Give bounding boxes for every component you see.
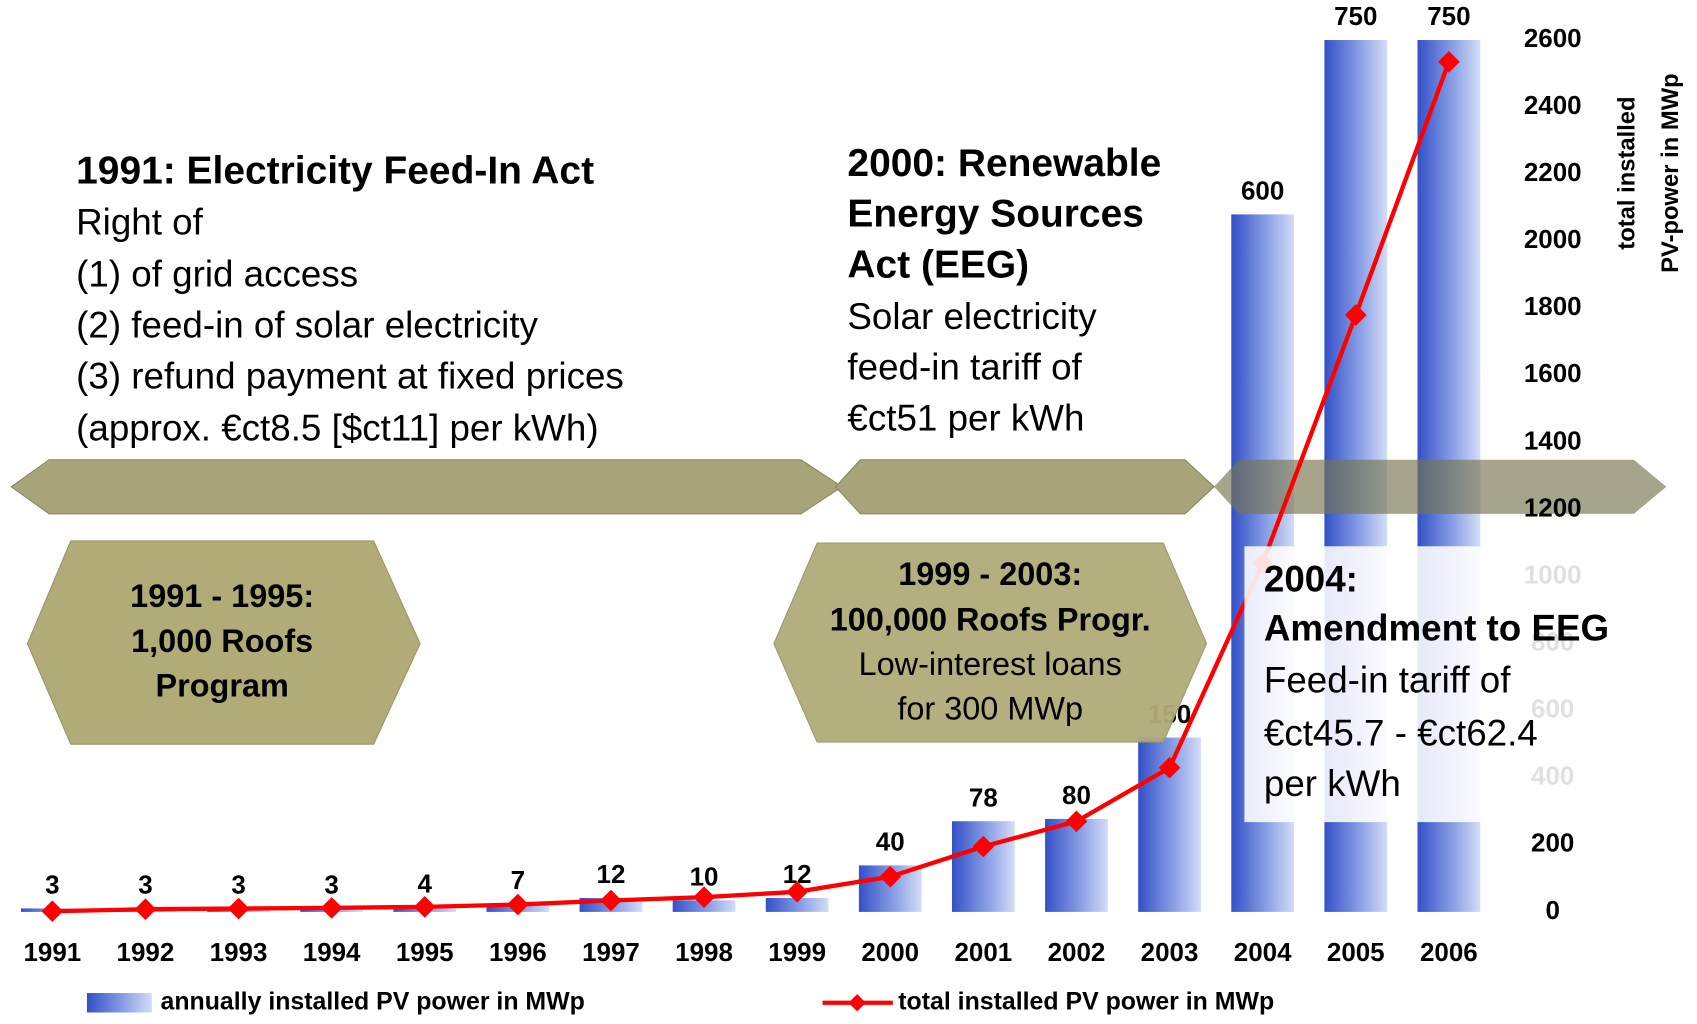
x-tick-label: 1998 — [675, 937, 733, 967]
y2-tick-label: 1600 — [1524, 358, 1582, 388]
annotation-text: feed-in tariff of — [847, 347, 1082, 388]
line — [52, 61, 1451, 914]
x-tick-label: 2002 — [1048, 937, 1106, 967]
x-tick-label: 1995 — [396, 937, 454, 967]
line-marker — [507, 893, 529, 916]
x-tick-label: 2003 — [1141, 937, 1199, 967]
annotation-text: (approx. €ct8.5 [$ct11] per kWh) — [76, 407, 598, 448]
y2-tick-label: 1200 — [1524, 492, 1582, 522]
bar-value-label: 40 — [876, 827, 905, 857]
y2-tick-label: 2200 — [1524, 157, 1582, 187]
program-hexagon — [26, 540, 421, 745]
y2-tick-label: 2400 — [1524, 90, 1582, 120]
annotation-text: Feed-in tariff of — [1264, 659, 1511, 700]
y2-tick-label: 2600 — [1524, 23, 1582, 53]
program-hexagon — [773, 542, 1208, 743]
line-marker — [41, 900, 64, 923]
annotation-title: 1991 - 1995: — [130, 578, 314, 614]
x-tick-label: 1996 — [489, 937, 547, 967]
bar-value-label: 750 — [1427, 1, 1470, 31]
y2-tick-label: 200 — [1531, 828, 1574, 858]
line-marker — [320, 897, 343, 919]
line-marker — [134, 898, 157, 921]
bar-value-label: 78 — [969, 782, 998, 812]
annotation-text: (1) of grid access — [76, 254, 358, 295]
annotation-text: for 300 MWp — [897, 690, 1083, 726]
line-marker — [413, 896, 436, 918]
x-tick-label: 1991 — [23, 937, 81, 967]
bar-value-label: 750 — [1334, 1, 1377, 31]
annotation-text: €ct51 per kWh — [847, 398, 1084, 439]
timeline-arrow — [1214, 459, 1667, 514]
annotation-text: (3) refund payment at fixed prices — [76, 355, 624, 396]
line-marker — [227, 897, 250, 920]
annotation-text: Solar electricity — [847, 296, 1097, 337]
legend-label: total installed PV power in MWp — [898, 987, 1274, 1015]
bar-value-label: 3 — [231, 870, 245, 900]
x-tick-label: 1997 — [582, 937, 640, 967]
x-tick-label: 1999 — [768, 937, 826, 967]
annotation-title: 1999 - 2003: — [898, 556, 1082, 592]
bar — [765, 897, 829, 912]
x-tick-label: 2001 — [954, 937, 1012, 967]
annotation-title: 100,000 Roofs Progr. — [830, 602, 1151, 638]
line-marker — [1344, 304, 1367, 326]
y2-tick-label: 0 — [1545, 895, 1559, 925]
x-tick-label: 2005 — [1327, 937, 1385, 967]
bar-value-label: 12 — [597, 859, 626, 889]
legend-label: annually installed PV power in MWp — [161, 987, 585, 1015]
x-tick-label: 1993 — [210, 937, 268, 967]
x-tick-label: 1992 — [117, 937, 175, 967]
annotation-text: Right of — [76, 202, 203, 243]
bar-value-label: 7 — [511, 865, 525, 895]
background-layer — [10, 459, 1215, 515]
annotation-title: 1991: Electricity Feed-In Act — [76, 149, 594, 192]
annotation-title: Energy Sources — [847, 193, 1143, 236]
annotation-title: Act (EEG) — [847, 243, 1029, 286]
bar-value-label: 600 — [1241, 176, 1284, 206]
y2-tick-label: 2000 — [1524, 224, 1582, 254]
bar-value-label: 80 — [1062, 780, 1091, 810]
annotation-title: Amendment to EEG — [1264, 607, 1609, 648]
bar — [951, 821, 1015, 912]
annotation-title: 2000: Renewable — [847, 142, 1161, 185]
x-tick-label: 1994 — [303, 937, 361, 967]
timeline-arrow — [834, 459, 1215, 515]
timeline-arrow — [10, 459, 843, 515]
y2-tick-label: 1800 — [1524, 291, 1582, 321]
y2-tick-label: 1400 — [1524, 425, 1582, 455]
line-marker — [693, 886, 715, 908]
bar — [1045, 818, 1108, 912]
annotation-text: per kWh — [1264, 763, 1401, 804]
annotation-title: 2004: — [1264, 559, 1358, 600]
legend-swatch — [848, 994, 866, 1012]
bar-value-label: 3 — [45, 870, 59, 900]
annotation-title: Program — [155, 668, 288, 704]
x-tick-label: 2006 — [1420, 937, 1478, 967]
bar-value-label: 3 — [324, 870, 338, 900]
line-marker — [1438, 51, 1460, 73]
annotation-text: Low-interest loans — [859, 646, 1122, 682]
bar-value-label: 4 — [418, 868, 433, 898]
bar-value-label: 3 — [138, 870, 152, 900]
line-marker — [1158, 756, 1181, 779]
y2-axis-label: PV-power in MWp — [1657, 73, 1684, 273]
x-tick-label: 2000 — [861, 937, 919, 967]
y2-axis-label: total installed — [1614, 96, 1641, 249]
annotation-box — [1244, 546, 1672, 823]
annotation-title: 1,000 Roofs — [131, 623, 313, 659]
annotation-text: €ct45.7 - €ct62.4 — [1264, 712, 1538, 753]
legend-swatch — [86, 993, 152, 1013]
x-tick-label: 2004 — [1234, 937, 1292, 967]
annotation-text: (2) feed-in of solar electricity — [76, 304, 538, 345]
